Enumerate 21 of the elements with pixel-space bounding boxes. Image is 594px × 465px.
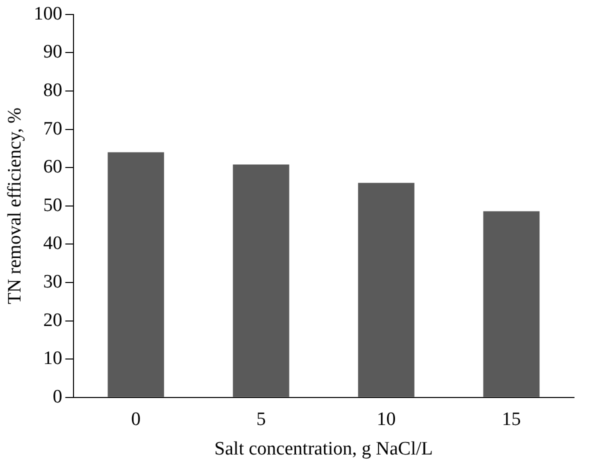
y-tick-label: 100 — [34, 3, 62, 24]
y-tick-label: 0 — [52, 386, 62, 408]
bar — [108, 152, 164, 397]
y-tick-label: 40 — [43, 233, 62, 254]
bar — [358, 182, 414, 397]
y-tick-label: 20 — [43, 310, 62, 331]
x-tick-label: 0 — [131, 408, 141, 430]
y-tick-label: 10 — [43, 348, 62, 370]
x-tick-label: 5 — [256, 408, 266, 430]
x-axis-title: Salt concentration, g NaCl/L — [214, 438, 433, 460]
y-tick-label: 50 — [43, 194, 62, 216]
y-tick-label: 60 — [43, 156, 62, 178]
bar — [483, 211, 540, 397]
y-tick-label: 90 — [43, 42, 62, 63]
y-tick-label: 80 — [43, 80, 62, 101]
bar — [232, 164, 290, 397]
x-tick-label: 10 — [376, 408, 396, 430]
y-axis-title: TN removal efficiency, % — [4, 107, 26, 304]
y-tick-label: 70 — [43, 118, 62, 140]
y-tick-label: 30 — [43, 271, 62, 292]
x-tick-label: 15 — [502, 408, 521, 430]
